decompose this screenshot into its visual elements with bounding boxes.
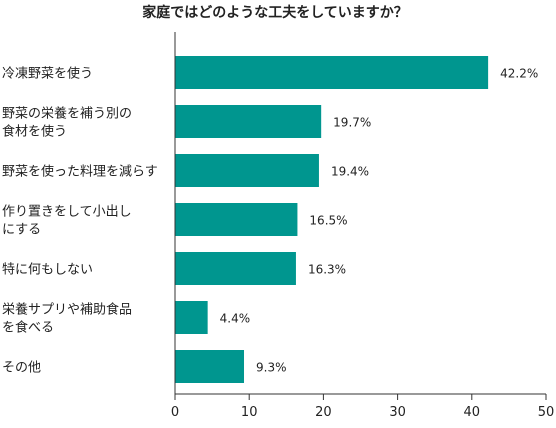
category-label: 栄養サプリや補助食品 — [2, 302, 132, 318]
value-label: 16.5% — [309, 214, 347, 228]
bar — [175, 301, 208, 334]
bars-group — [175, 56, 489, 383]
value-label: 19.7% — [333, 116, 371, 130]
value-label: 42.2% — [500, 67, 538, 81]
category-label: 食材を使う — [2, 124, 67, 140]
bar — [175, 105, 322, 138]
value-labels: 42.2% 19.7% 19.4% 16.5% 16.3% 4.4% 9.3% — [220, 67, 539, 375]
bar — [175, 154, 319, 187]
x-tick-label: 50 — [538, 405, 555, 420]
category-label: 野菜の栄養を補う別の — [2, 106, 132, 122]
category-label: を食べる — [2, 320, 54, 336]
value-label: 9.3% — [256, 361, 287, 375]
value-label: 19.4% — [331, 165, 369, 179]
x-tick-label: 40 — [464, 405, 481, 420]
x-tick-label: 10 — [241, 405, 258, 420]
bar — [175, 350, 245, 383]
x-tick-label: 30 — [389, 405, 406, 420]
category-label: 作り置きをして小出し — [2, 205, 132, 220]
value-label: 16.3% — [308, 263, 346, 277]
value-label: 4.4% — [220, 312, 251, 326]
bar — [175, 252, 296, 285]
x-tick-label: 20 — [315, 405, 332, 420]
category-label: 野菜を使った料理を減らす — [2, 164, 158, 180]
x-tick-label: 0 — [171, 405, 179, 420]
category-labels: 冷凍野菜を使う野菜の栄養を補う別の食材を使う野菜を使った料理を減らす作り置きをし… — [2, 66, 158, 376]
x-axis: 0 10 20 30 40 50 — [171, 32, 554, 420]
bar — [175, 56, 489, 89]
category-label: にする — [2, 223, 41, 238]
category-label: 特に何もしない — [2, 262, 93, 278]
bar — [175, 203, 298, 236]
chart-title: 家庭ではどのような工夫をしていますか？ — [142, 4, 408, 21]
category-label: 冷凍野菜を使う — [2, 66, 93, 82]
category-label: その他 — [2, 361, 41, 376]
